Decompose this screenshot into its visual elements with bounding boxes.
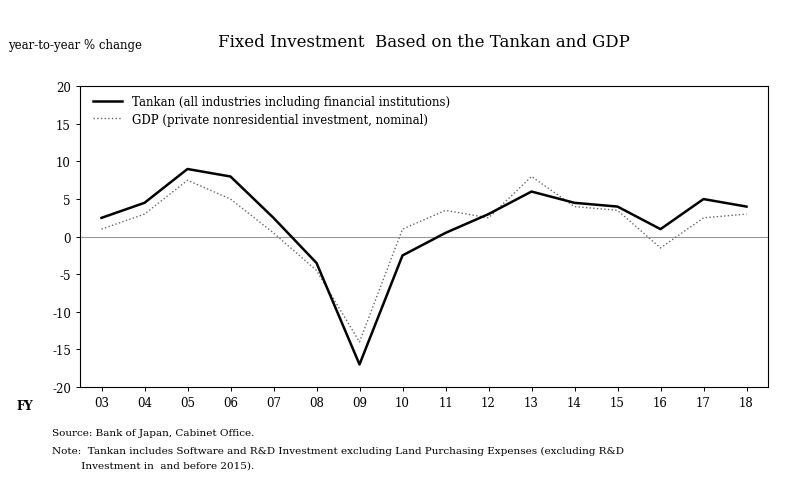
Text: year-to-year % change: year-to-year % change	[8, 39, 142, 52]
Legend: Tankan (all industries including financial institutions), GDP (private nonreside: Tankan (all industries including financi…	[93, 96, 450, 127]
Tankan (all industries including financial institutions)	[97, 215, 106, 221]
GDP (private nonresidential investment, nominal)	[140, 212, 150, 218]
Tankan (all industries including financial institutions)	[698, 197, 708, 202]
GDP (private nonresidential investment, nominal)	[613, 208, 622, 214]
Text: Investment in  and before 2015).: Investment in and before 2015).	[52, 461, 254, 470]
Tankan (all industries including financial institutions)	[182, 166, 192, 173]
Text: Source: Bank of Japan, Cabinet Office.: Source: Bank of Japan, Cabinet Office.	[52, 428, 254, 438]
GDP (private nonresidential investment, nominal)	[441, 208, 450, 214]
Tankan (all industries including financial institutions)	[269, 215, 278, 221]
GDP (private nonresidential investment, nominal)	[656, 245, 666, 251]
Line: Tankan (all industries including financial institutions): Tankan (all industries including financi…	[102, 170, 746, 365]
GDP (private nonresidential investment, nominal)	[182, 178, 192, 184]
Tankan (all industries including financial institutions)	[742, 204, 751, 210]
Text: Fixed Investment  Based on the Tankan and GDP: Fixed Investment Based on the Tankan and…	[218, 34, 630, 51]
GDP (private nonresidential investment, nominal)	[354, 339, 364, 345]
GDP (private nonresidential investment, nominal)	[526, 174, 536, 180]
GDP (private nonresidential investment, nominal)	[742, 212, 751, 218]
Tankan (all industries including financial institutions)	[398, 253, 407, 259]
Tankan (all industries including financial institutions)	[312, 260, 322, 266]
Tankan (all industries including financial institutions)	[656, 227, 666, 232]
Tankan (all industries including financial institutions)	[484, 212, 494, 218]
GDP (private nonresidential investment, nominal)	[484, 215, 494, 221]
Tankan (all industries including financial institutions)	[354, 362, 364, 368]
Line: GDP (private nonresidential investment, nominal): GDP (private nonresidential investment, …	[102, 177, 746, 342]
GDP (private nonresidential investment, nominal)	[698, 215, 708, 221]
Tankan (all industries including financial institutions)	[441, 230, 450, 236]
Tankan (all industries including financial institutions)	[140, 200, 150, 206]
Text: Note:  Tankan includes Software and R&D Investment excluding Land Purchasing Exp: Note: Tankan includes Software and R&D I…	[52, 446, 624, 455]
Tankan (all industries including financial institutions)	[613, 204, 622, 210]
GDP (private nonresidential investment, nominal)	[570, 204, 579, 210]
GDP (private nonresidential investment, nominal)	[269, 230, 278, 236]
Tankan (all industries including financial institutions)	[570, 200, 579, 206]
GDP (private nonresidential investment, nominal)	[398, 227, 407, 232]
Tankan (all industries including financial institutions)	[526, 189, 536, 195]
Tankan (all industries including financial institutions)	[226, 174, 235, 180]
GDP (private nonresidential investment, nominal)	[97, 227, 106, 232]
GDP (private nonresidential investment, nominal)	[226, 197, 235, 202]
Text: FY: FY	[16, 399, 33, 412]
GDP (private nonresidential investment, nominal)	[312, 268, 322, 274]
